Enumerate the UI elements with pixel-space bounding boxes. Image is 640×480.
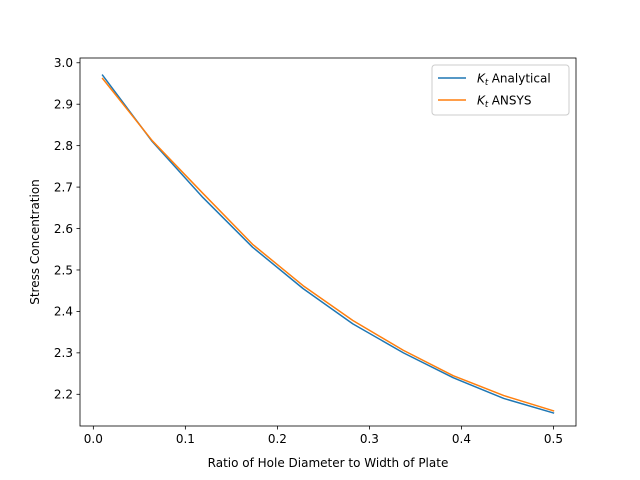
y-axis: 2.2 2.3 2.4 2.5 2.6 2.7 2.8 2.9 3.0 <box>54 56 80 402</box>
series-layer <box>101 74 555 414</box>
legend-label-1: Kt ANSYS <box>477 94 531 111</box>
legend-series-name: Analytical <box>492 72 551 86</box>
plot-frame <box>79 57 577 427</box>
y-tick-label: 3.0 <box>54 56 73 70</box>
x-tick-label: 0.2 <box>268 432 287 446</box>
y-axis-label: Stress Concentration <box>28 179 42 305</box>
y-tick-label: 2.4 <box>54 305 73 319</box>
y-tick-label: 2.6 <box>54 222 73 236</box>
legend-subscript: t <box>485 78 489 88</box>
y-tick-label: 2.5 <box>54 263 73 277</box>
x-tick-label: 0.3 <box>360 432 379 446</box>
y-tick-label: 2.8 <box>54 139 73 153</box>
legend-series-name: ANSYS <box>492 94 532 108</box>
x-axis-label: Ratio of Hole Diameter to Width of Plate <box>208 456 449 470</box>
y-tick-label: 2.2 <box>54 388 73 402</box>
legend-symbol: K <box>477 72 486 86</box>
legend-box <box>431 64 570 116</box>
x-axis: 0.0 0.1 0.2 0.3 0.4 0.5 <box>84 426 563 446</box>
legend-subscript: t <box>485 100 489 110</box>
series-line-0 <box>101 74 555 414</box>
y-tick-label: 2.9 <box>54 98 73 112</box>
x-tick-label: 0.1 <box>176 432 195 446</box>
x-tick-label: 0.4 <box>452 432 471 446</box>
legend-symbol: K <box>477 94 486 108</box>
y-tick-label: 2.3 <box>54 346 73 360</box>
legend-label-0: Kt Analytical <box>477 72 551 89</box>
x-tick-label: 0.0 <box>84 432 103 446</box>
x-tick-label: 0.5 <box>544 432 563 446</box>
series-line-1 <box>101 77 555 412</box>
y-tick-label: 2.7 <box>54 180 73 194</box>
